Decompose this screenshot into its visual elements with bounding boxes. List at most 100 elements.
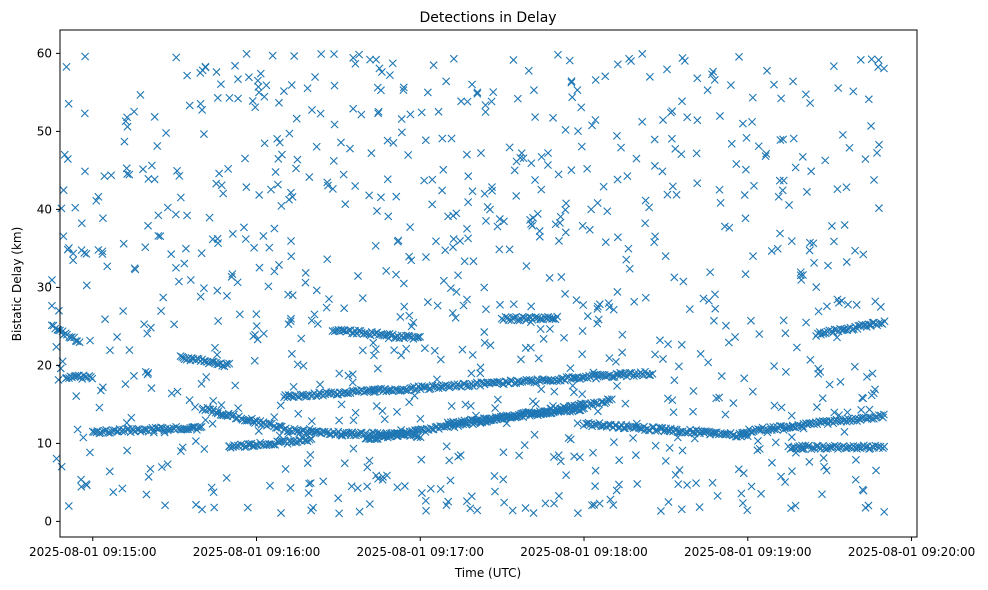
track-detection-marker xyxy=(307,434,316,443)
detection-marker xyxy=(570,452,579,461)
track-detection-marker xyxy=(181,425,190,434)
detection-marker xyxy=(81,52,90,61)
detection-marker xyxy=(163,460,172,469)
track-detection-marker xyxy=(844,443,853,452)
detection-marker xyxy=(528,221,537,230)
detection-marker xyxy=(273,134,282,143)
detection-marker xyxy=(560,333,569,342)
detection-marker xyxy=(741,214,750,223)
detection-marker xyxy=(279,87,288,96)
detection-marker xyxy=(147,384,156,393)
detection-marker xyxy=(433,301,442,310)
detection-marker xyxy=(650,135,659,144)
y-tick-label: 60 xyxy=(37,46,52,60)
detection-marker xyxy=(147,161,156,170)
detection-marker xyxy=(406,223,415,232)
detection-marker xyxy=(162,128,171,137)
detection-marker xyxy=(335,416,344,425)
track-detection-marker xyxy=(629,372,638,380)
track-detection-marker xyxy=(841,415,850,424)
detection-marker xyxy=(814,307,823,316)
detection-marker xyxy=(593,319,602,328)
detection-marker xyxy=(417,108,426,117)
detection-marker xyxy=(466,504,475,513)
y-tick-label: 30 xyxy=(37,280,52,294)
detection-marker xyxy=(707,70,716,79)
detection-marker xyxy=(274,154,283,163)
track-detection-marker xyxy=(604,420,613,429)
detection-marker xyxy=(476,369,485,378)
detection-marker xyxy=(605,354,614,363)
detection-marker xyxy=(52,454,61,463)
detection-marker xyxy=(323,178,332,187)
detection-marker xyxy=(459,301,468,310)
axes-frame xyxy=(59,29,918,538)
detection-marker xyxy=(209,488,218,497)
detection-marker xyxy=(588,501,596,510)
detection-marker xyxy=(439,276,448,285)
detection-marker xyxy=(141,367,150,376)
track-detection-marker xyxy=(553,312,562,321)
detection-marker xyxy=(777,403,786,412)
detection-marker xyxy=(849,87,858,96)
detection-marker xyxy=(842,183,851,192)
detection-marker xyxy=(212,68,221,77)
detection-marker xyxy=(613,175,622,184)
track-detection-marker xyxy=(854,443,863,452)
x-axis-ticks: 2025-08-01 09:15:00 2025-08-01 09:16:00 20… xyxy=(29,537,975,559)
detection-marker xyxy=(517,149,526,158)
detection-marker xyxy=(340,304,349,313)
detection-marker xyxy=(119,239,128,248)
detection-marker xyxy=(754,142,763,151)
track-detection-marker xyxy=(446,382,455,391)
detection-marker xyxy=(186,276,195,284)
detection-marker xyxy=(181,244,190,253)
detection-marker xyxy=(357,110,366,119)
detection-marker xyxy=(567,78,576,87)
detection-marker xyxy=(449,54,458,63)
detection-marker xyxy=(674,362,683,371)
detection-marker xyxy=(54,306,63,315)
detection-marker xyxy=(136,90,145,99)
detection-marker xyxy=(353,484,362,493)
track-detection-marker xyxy=(607,395,616,404)
detection-marker xyxy=(748,252,757,261)
detection-marker xyxy=(461,400,470,409)
detection-marker xyxy=(720,222,729,231)
detection-marker xyxy=(312,286,321,295)
track-detection-marker xyxy=(310,427,319,436)
detection-marker xyxy=(216,80,225,89)
y-tick-label: 40 xyxy=(37,202,52,216)
detection-marker xyxy=(394,236,403,245)
detection-marker xyxy=(787,433,796,442)
detection-marker xyxy=(233,278,242,287)
track-detection-marker xyxy=(197,422,206,431)
chart-title: Detections in Delay xyxy=(419,10,556,26)
detection-marker xyxy=(400,482,409,491)
detection-marker xyxy=(396,312,405,321)
detection-marker xyxy=(201,416,210,425)
detection-marker xyxy=(861,503,870,512)
track-detection-marker xyxy=(462,381,471,390)
detection-marker xyxy=(358,346,367,355)
track-detection-marker xyxy=(278,436,287,445)
detection-marker xyxy=(561,125,570,134)
track-detection-marker xyxy=(619,424,628,433)
detection-marker xyxy=(306,450,315,459)
detection-marker xyxy=(727,139,736,148)
track-detection-marker xyxy=(440,422,449,431)
track-detection-marker xyxy=(493,378,502,387)
detection-marker xyxy=(704,358,713,367)
detection-marker xyxy=(77,219,86,228)
detection-marker xyxy=(198,505,207,514)
detection-marker xyxy=(615,456,624,465)
detection-marker xyxy=(601,238,610,247)
detection-marker xyxy=(214,317,223,325)
detection-marker xyxy=(830,408,839,417)
detection-marker xyxy=(105,467,114,476)
detection-marker xyxy=(105,346,114,355)
detection-marker xyxy=(834,298,843,307)
detection-marker xyxy=(429,61,438,70)
detection-marker xyxy=(266,481,275,490)
detection-marker xyxy=(696,349,705,358)
